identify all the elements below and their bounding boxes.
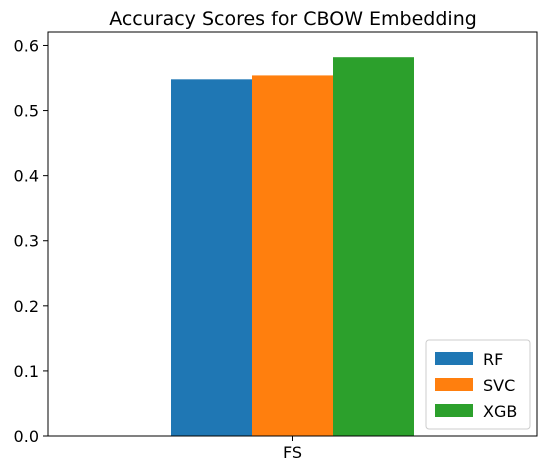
legend-label-svc: SVC (483, 376, 515, 395)
bars-layer (171, 57, 414, 437)
bar-xgb-fs (333, 57, 414, 437)
legend-swatch-svc (435, 378, 473, 391)
y-axis: 0.0 0.1 0.2 0.3 0.4 0.5 0.6 (14, 36, 48, 446)
y-tick-label: 0.2 (14, 297, 39, 316)
chart-title: Accuracy Scores for CBOW Embedding (109, 8, 477, 30)
y-tick-label: 0.0 (14, 427, 39, 446)
bar-rf-fs (171, 79, 252, 436)
legend-swatch-xgb (435, 404, 473, 417)
x-axis: FS (283, 436, 302, 462)
y-tick-label: 0.3 (14, 232, 39, 251)
bar-svc-fs (252, 75, 333, 436)
legend-swatch-rf (435, 352, 473, 365)
y-tick-label: 0.4 (14, 167, 39, 186)
x-tick-label: FS (283, 443, 302, 462)
legend-label-rf: RF (483, 350, 503, 369)
y-tick-label: 0.1 (14, 362, 39, 381)
legend-label-xgb: XGB (483, 402, 517, 421)
legend: RF SVC XGB (425, 339, 531, 430)
y-tick-label: 0.6 (14, 36, 39, 55)
y-tick-label: 0.5 (14, 102, 39, 121)
